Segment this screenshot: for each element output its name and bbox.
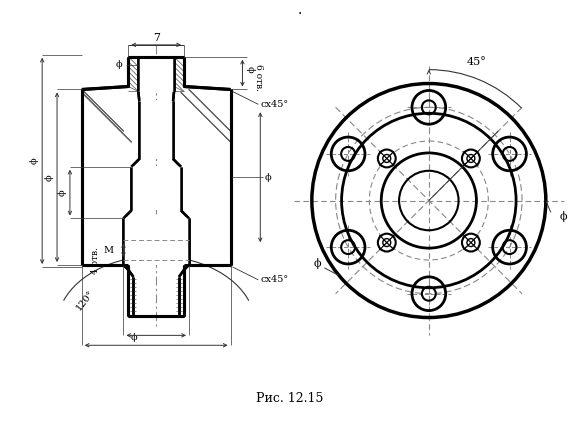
Text: Рис. 12.15: Рис. 12.15: [257, 392, 323, 405]
Text: ϕ: ϕ: [45, 174, 53, 181]
Text: 7: 7: [153, 33, 160, 43]
Text: ϕ: ϕ: [58, 189, 66, 196]
Text: ϕ: ϕ: [313, 258, 321, 269]
Text: 6 отв.: 6 отв.: [254, 64, 263, 91]
Text: сх45°: сх45°: [260, 100, 288, 109]
Bar: [123, 218, 189, 265]
Bar: [139, 57, 174, 92]
Text: 4 отв.: 4 отв.: [91, 246, 100, 273]
Text: 120°: 120°: [74, 289, 96, 312]
Text: М: М: [103, 245, 114, 254]
Text: ϕ: ϕ: [30, 158, 39, 164]
Bar: [139, 100, 173, 159]
Text: .: .: [298, 3, 302, 17]
Text: ϕ: ϕ: [265, 173, 272, 182]
Text: ϕ: ϕ: [131, 333, 138, 342]
Text: ϕ: ϕ: [115, 60, 122, 69]
Text: ϕ: ϕ: [246, 66, 255, 73]
Text: 45°: 45°: [467, 57, 486, 67]
Bar: [131, 166, 181, 210]
Text: сх45°: сх45°: [260, 275, 288, 285]
Text: ϕ: ϕ: [560, 211, 568, 222]
